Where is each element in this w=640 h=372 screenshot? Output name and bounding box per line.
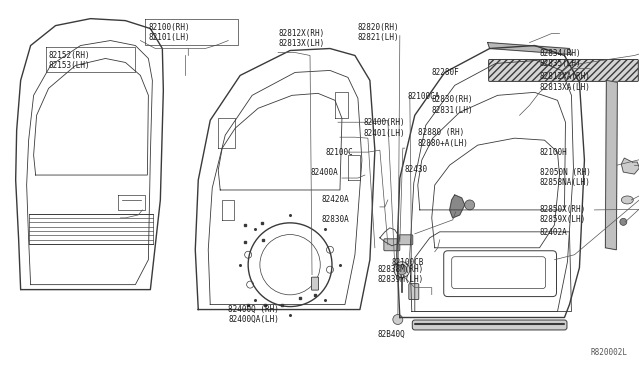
Polygon shape <box>450 195 465 218</box>
Circle shape <box>393 314 403 324</box>
FancyBboxPatch shape <box>488 60 638 81</box>
Text: 82100CA: 82100CA <box>408 92 440 101</box>
Polygon shape <box>605 80 618 250</box>
Text: 82830A: 82830A <box>322 215 349 224</box>
Circle shape <box>465 200 475 210</box>
Text: 82880 (RH)
82880+A(LH): 82880 (RH) 82880+A(LH) <box>418 128 468 148</box>
Text: 82838M(RH)
82839M(LH): 82838M(RH) 82839M(LH) <box>378 265 424 284</box>
Polygon shape <box>621 158 639 174</box>
FancyBboxPatch shape <box>412 320 567 330</box>
FancyBboxPatch shape <box>409 283 419 299</box>
Polygon shape <box>488 42 572 54</box>
FancyBboxPatch shape <box>312 277 319 290</box>
Text: 82100H: 82100H <box>540 148 567 157</box>
Text: 82B40Q: 82B40Q <box>378 330 406 339</box>
Text: 82834(RH)
82835(LH): 82834(RH) 82835(LH) <box>540 48 581 68</box>
Text: R820002L: R820002L <box>590 348 627 357</box>
Text: 82100CB: 82100CB <box>392 258 424 267</box>
Text: 82400Q (RH)
82400QA(LH): 82400Q (RH) 82400QA(LH) <box>228 305 279 324</box>
Text: 82050N (RH)
82858NA(LH): 82050N (RH) 82858NA(LH) <box>540 168 590 187</box>
Text: 82430: 82430 <box>405 165 428 174</box>
Text: 82420A: 82420A <box>322 195 349 204</box>
Text: 82100C: 82100C <box>326 148 354 157</box>
Text: 82400A: 82400A <box>310 168 338 177</box>
Text: 82100(RH)
82101(LH): 82100(RH) 82101(LH) <box>148 23 190 42</box>
Text: 82402A: 82402A <box>540 228 567 237</box>
Circle shape <box>620 218 627 225</box>
Text: 82830(RH)
82831(LH): 82830(RH) 82831(LH) <box>432 95 474 115</box>
Text: 82152(RH)
82153(LH): 82152(RH) 82153(LH) <box>49 51 90 70</box>
Circle shape <box>394 262 410 278</box>
Text: 82812XA(RH)
82813XA(LH): 82812XA(RH) 82813XA(LH) <box>540 73 590 92</box>
Text: 82812X(RH)
82813X(LH): 82812X(RH) 82813X(LH) <box>278 29 324 48</box>
Ellipse shape <box>621 196 634 204</box>
Circle shape <box>397 265 407 275</box>
Text: 82820(RH)
82821(LH): 82820(RH) 82821(LH) <box>358 23 399 42</box>
FancyBboxPatch shape <box>399 235 413 245</box>
Text: 82850X(RH)
82859X(LH): 82850X(RH) 82859X(LH) <box>540 205 586 224</box>
Text: 82280F: 82280F <box>432 68 460 77</box>
Text: 82400(RH)
82401(LH): 82400(RH) 82401(LH) <box>364 118 406 138</box>
FancyBboxPatch shape <box>384 239 400 251</box>
